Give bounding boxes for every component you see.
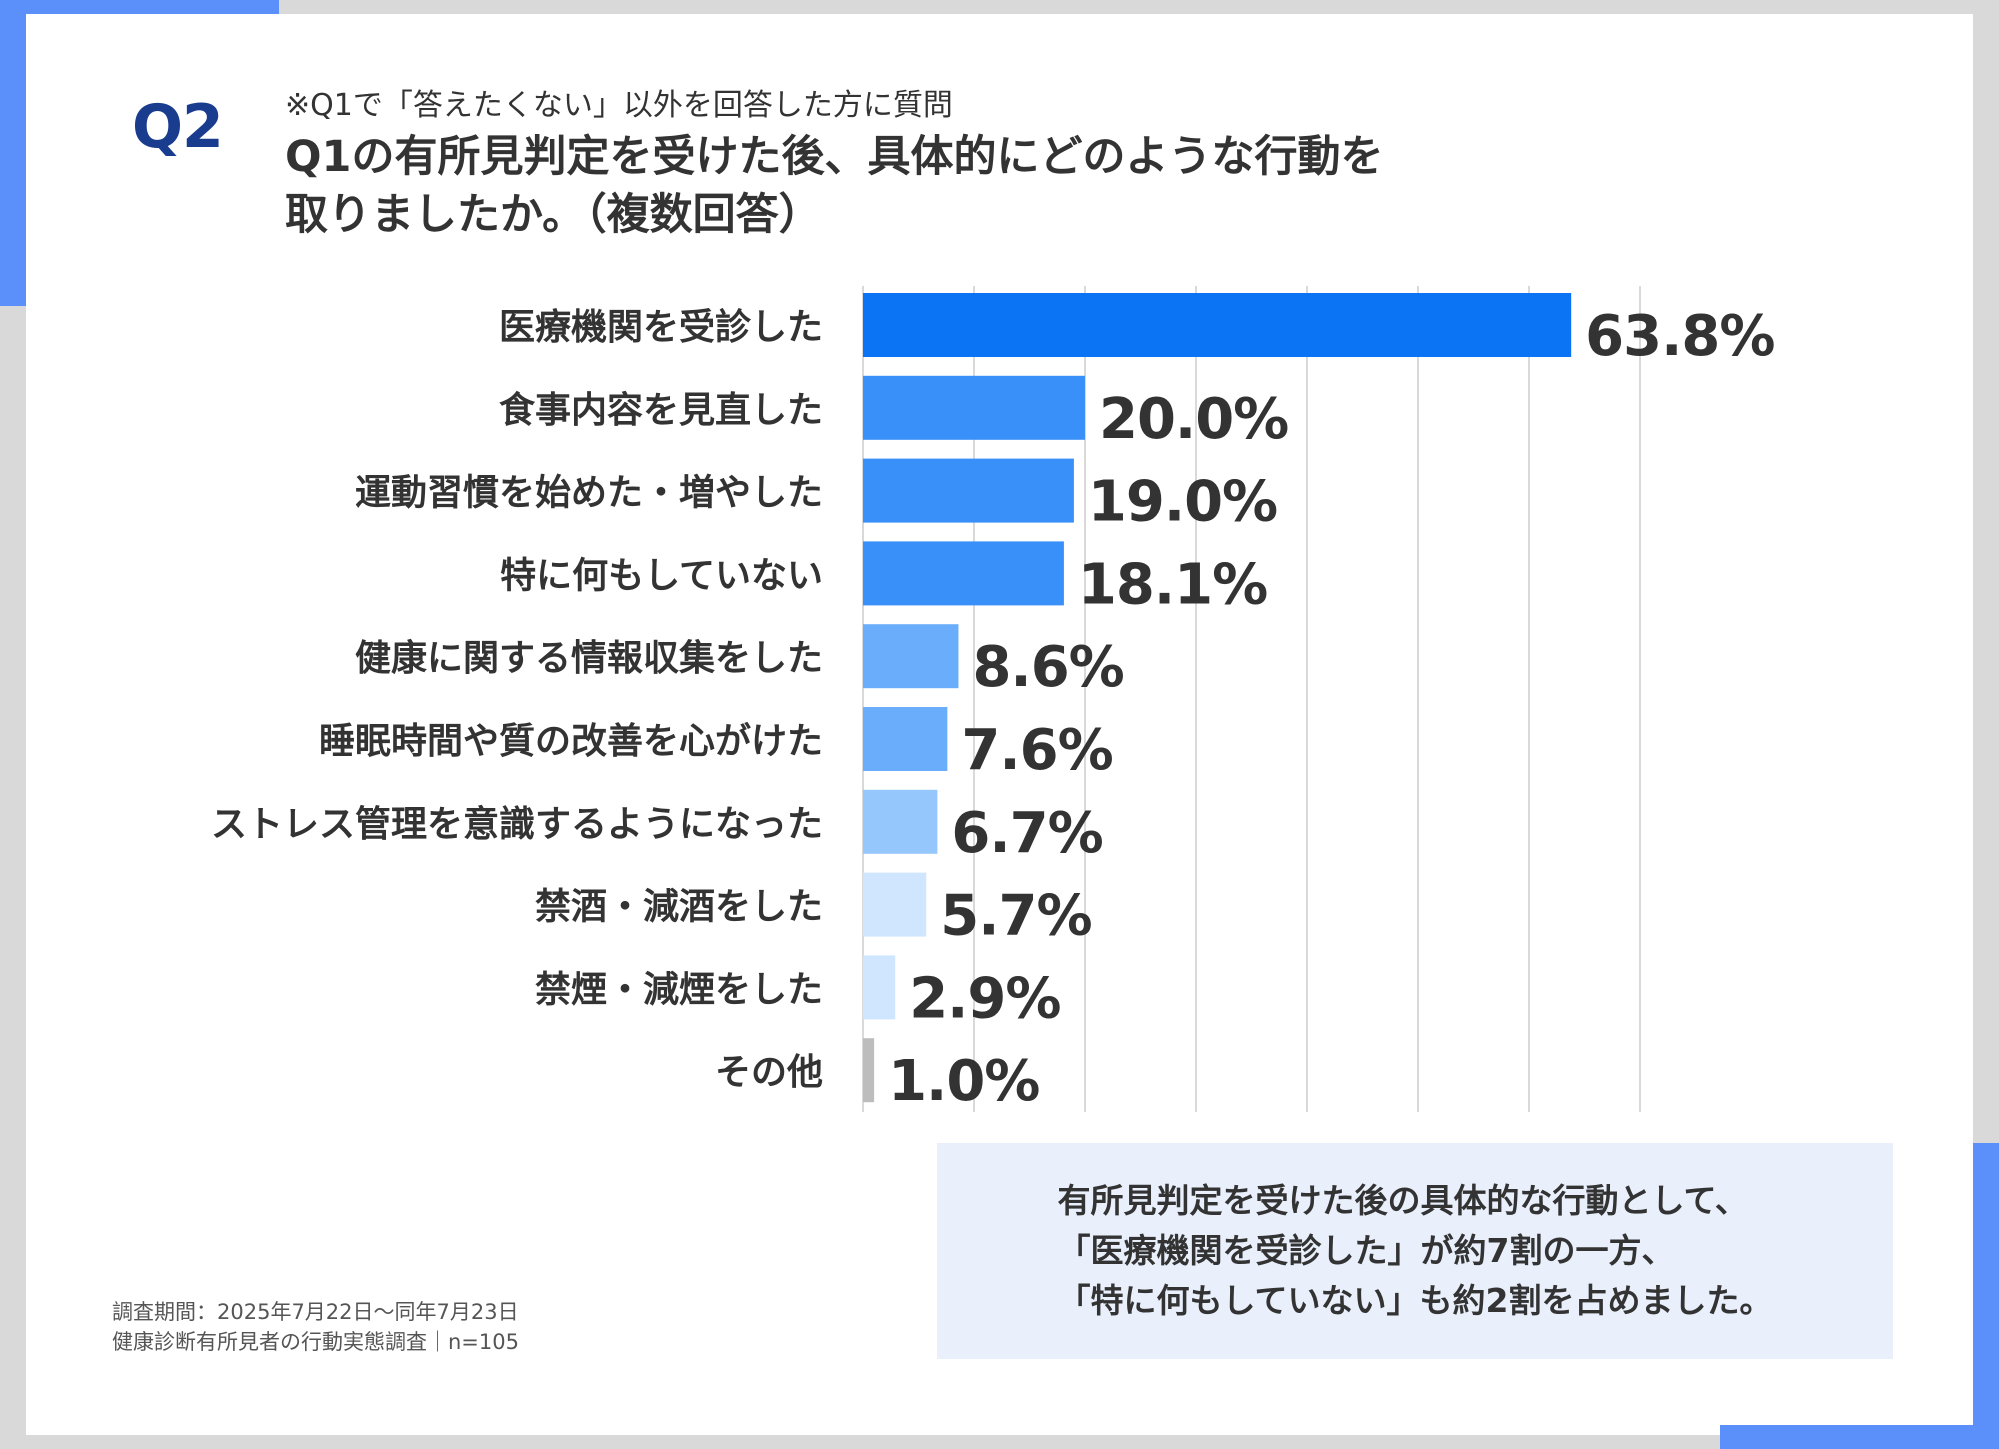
bar — [863, 707, 948, 771]
question-title-line-1: Q1の有所見判定を受けた後、具体的にどのような行動を — [285, 132, 1384, 182]
value-label: 2.9% — [909, 966, 1060, 1031]
survey-period: 調査期間：2025年7月22日～同年7月23日 — [112, 1300, 519, 1324]
value-label: 18.1% — [1078, 552, 1267, 617]
bar — [863, 293, 1572, 357]
category-label: 運動習慣を始めた・増やした — [355, 473, 823, 514]
bar — [863, 872, 927, 937]
summary-text: 有所見判定を受けた後の具体的な行動として、 「医療機関を受診した」が約7割の一方… — [1057, 1181, 1773, 1320]
value-labels: 63.8% 20.0% 19.0% 18.1% 8.6% 7.6% 6.7% 5.7% 2.9%… — [888, 304, 1775, 1114]
question-note: ※Q1で「答えたくない」以外を回答した方に質問 — [285, 88, 953, 123]
value-label: 7.6% — [961, 718, 1112, 783]
value-label: 5.7% — [940, 884, 1091, 949]
category-label: 睡眠時間や質の改善を心がけた — [319, 721, 823, 762]
corner-accent-bottom-right-vertical — [1973, 1143, 1999, 1449]
bar — [863, 789, 938, 854]
value-label: 8.6% — [972, 635, 1123, 700]
bar — [863, 955, 896, 1020]
category-label: 禁酒・減酒をした — [535, 887, 823, 928]
corner-accent-bottom-right — [1720, 1425, 1999, 1449]
summary-box: 有所見判定を受けた後の具体的な行動として、 「医療機関を受診した」が約7割の一方… — [937, 1143, 1893, 1359]
bar — [863, 458, 1074, 523]
bar — [863, 624, 959, 689]
value-label: 1.0% — [888, 1049, 1039, 1114]
category-label: 食事内容を見直した — [499, 390, 823, 431]
category-labels: 医療機関を受診した食事内容を見直した運動習慣を始めた・増やした特に何もしていない… — [211, 307, 823, 1093]
category-label: 特に何もしていない — [500, 555, 823, 596]
value-label: 63.8% — [1585, 304, 1774, 369]
category-label: ストレス管理を意識するようになった — [211, 804, 823, 845]
bar — [863, 541, 1064, 606]
value-label: 6.7% — [951, 801, 1102, 866]
category-label: 医療機関を受診した — [499, 307, 823, 348]
category-label: 健康に関する情報収集をした — [355, 637, 823, 679]
category-label: その他 — [715, 1052, 823, 1093]
value-label: 19.0% — [1088, 470, 1277, 535]
survey-footer: 調査期間：2025年7月22日～同年7月23日 健康診断有所見者の行動実態調査｜… — [112, 1297, 519, 1357]
survey-name: 健康診断有所見者の行動実態調査｜n=105 — [112, 1330, 519, 1354]
bars — [863, 293, 1572, 1103]
bar — [863, 375, 1085, 440]
bar — [863, 1038, 875, 1103]
corner-accent-top-left-vertical — [0, 0, 26, 306]
question-title-line-2: 取りましたか。（複数回答） — [285, 190, 822, 240]
question-number: Q2 — [132, 92, 224, 162]
value-label: 20.0% — [1099, 387, 1288, 452]
category-label: 禁煙・減煙をした — [535, 969, 823, 1010]
question-title: Q1の有所見判定を受けた後、具体的にどのような行動を 取りましたか。（複数回答） — [285, 128, 1585, 244]
